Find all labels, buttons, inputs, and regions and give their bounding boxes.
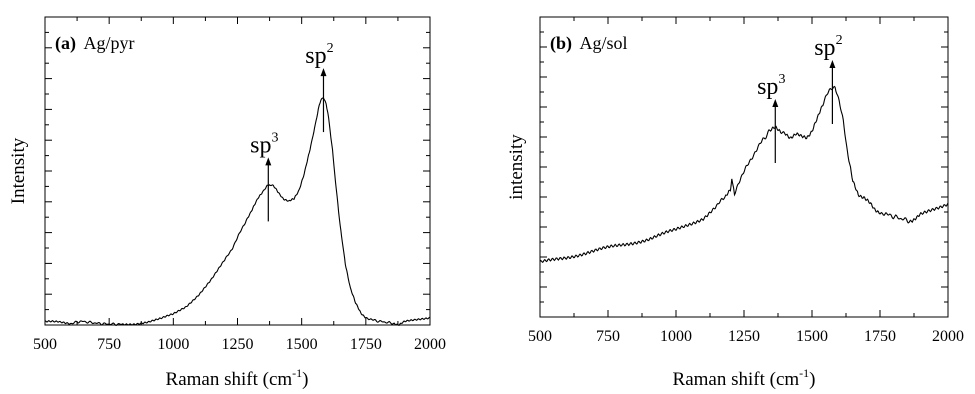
panel-a-title: (a) Ag/pyr [55,33,135,54]
panel-a-letter: (a) [55,33,76,54]
panel-b-ylabel: intensity [506,134,527,200]
x-tick-label: 1500 [286,336,318,353]
peak-arrow-head [829,60,836,68]
x-tick-label: 750 [97,336,121,353]
x-tick-label: 1750 [350,336,382,353]
x-tick-label: 1000 [660,328,692,345]
panel-a-xlabel: Raman shift (cm-1) [166,366,309,390]
panel-b-ticks [539,16,949,318]
peak-label: sp2 [305,41,333,69]
peak-label: sp2 [814,33,842,61]
x-tick-label: 500 [528,328,552,345]
panel-a-title-text: Ag/pyr [84,33,135,53]
panel-b-annotations: sp3 sp2 [757,33,843,163]
panel-b-tick-labels: 500 750 1000 1250 1500 1750 2000 [528,328,964,345]
panel-a: 500 750 1000 1250 1500 1750 2000 sp3 sp2 (a) Ag… [8,16,446,390]
peak-arrow-head [320,68,327,77]
x-tick-label: 1000 [157,336,189,353]
panel-b: 500 750 1000 1250 1500 1750 2000 sp3 sp2 (b) Ag… [506,16,964,390]
x-tick-label: 500 [33,336,57,353]
panel-b-xlabel: Raman shift (cm-1) [673,366,816,390]
panel-b-letter: (b) [550,33,572,54]
x-tick-label: 2000 [932,328,964,345]
panel-b-frame [539,16,949,318]
panel-a-ylabel: Intensity [8,137,29,204]
x-tick-label: 1500 [796,328,828,345]
panel-a-frame [44,16,431,326]
panel-b-title-text: Ag/sol [580,33,628,53]
peak-arrow-head [772,99,779,107]
panel-b-title: (b) Ag/sol [550,33,628,54]
x-tick-label: 2000 [414,336,446,353]
peak-label: sp3 [250,130,278,158]
peak-arrow-head [265,157,272,166]
panel-b-series-line [539,85,949,264]
panel-a-annotations: sp3 sp2 [250,41,334,222]
x-tick-label: 750 [596,328,620,345]
x-tick-label: 1250 [728,328,760,345]
x-tick-label: 1750 [864,328,896,345]
x-tick-label: 1250 [222,336,254,353]
panel-a-series-line [44,97,431,326]
panel-a-tick-labels: 500 750 1000 1250 1500 1750 2000 [33,336,446,353]
panel-a-ticks [44,16,431,326]
peak-label: sp3 [757,72,785,100]
